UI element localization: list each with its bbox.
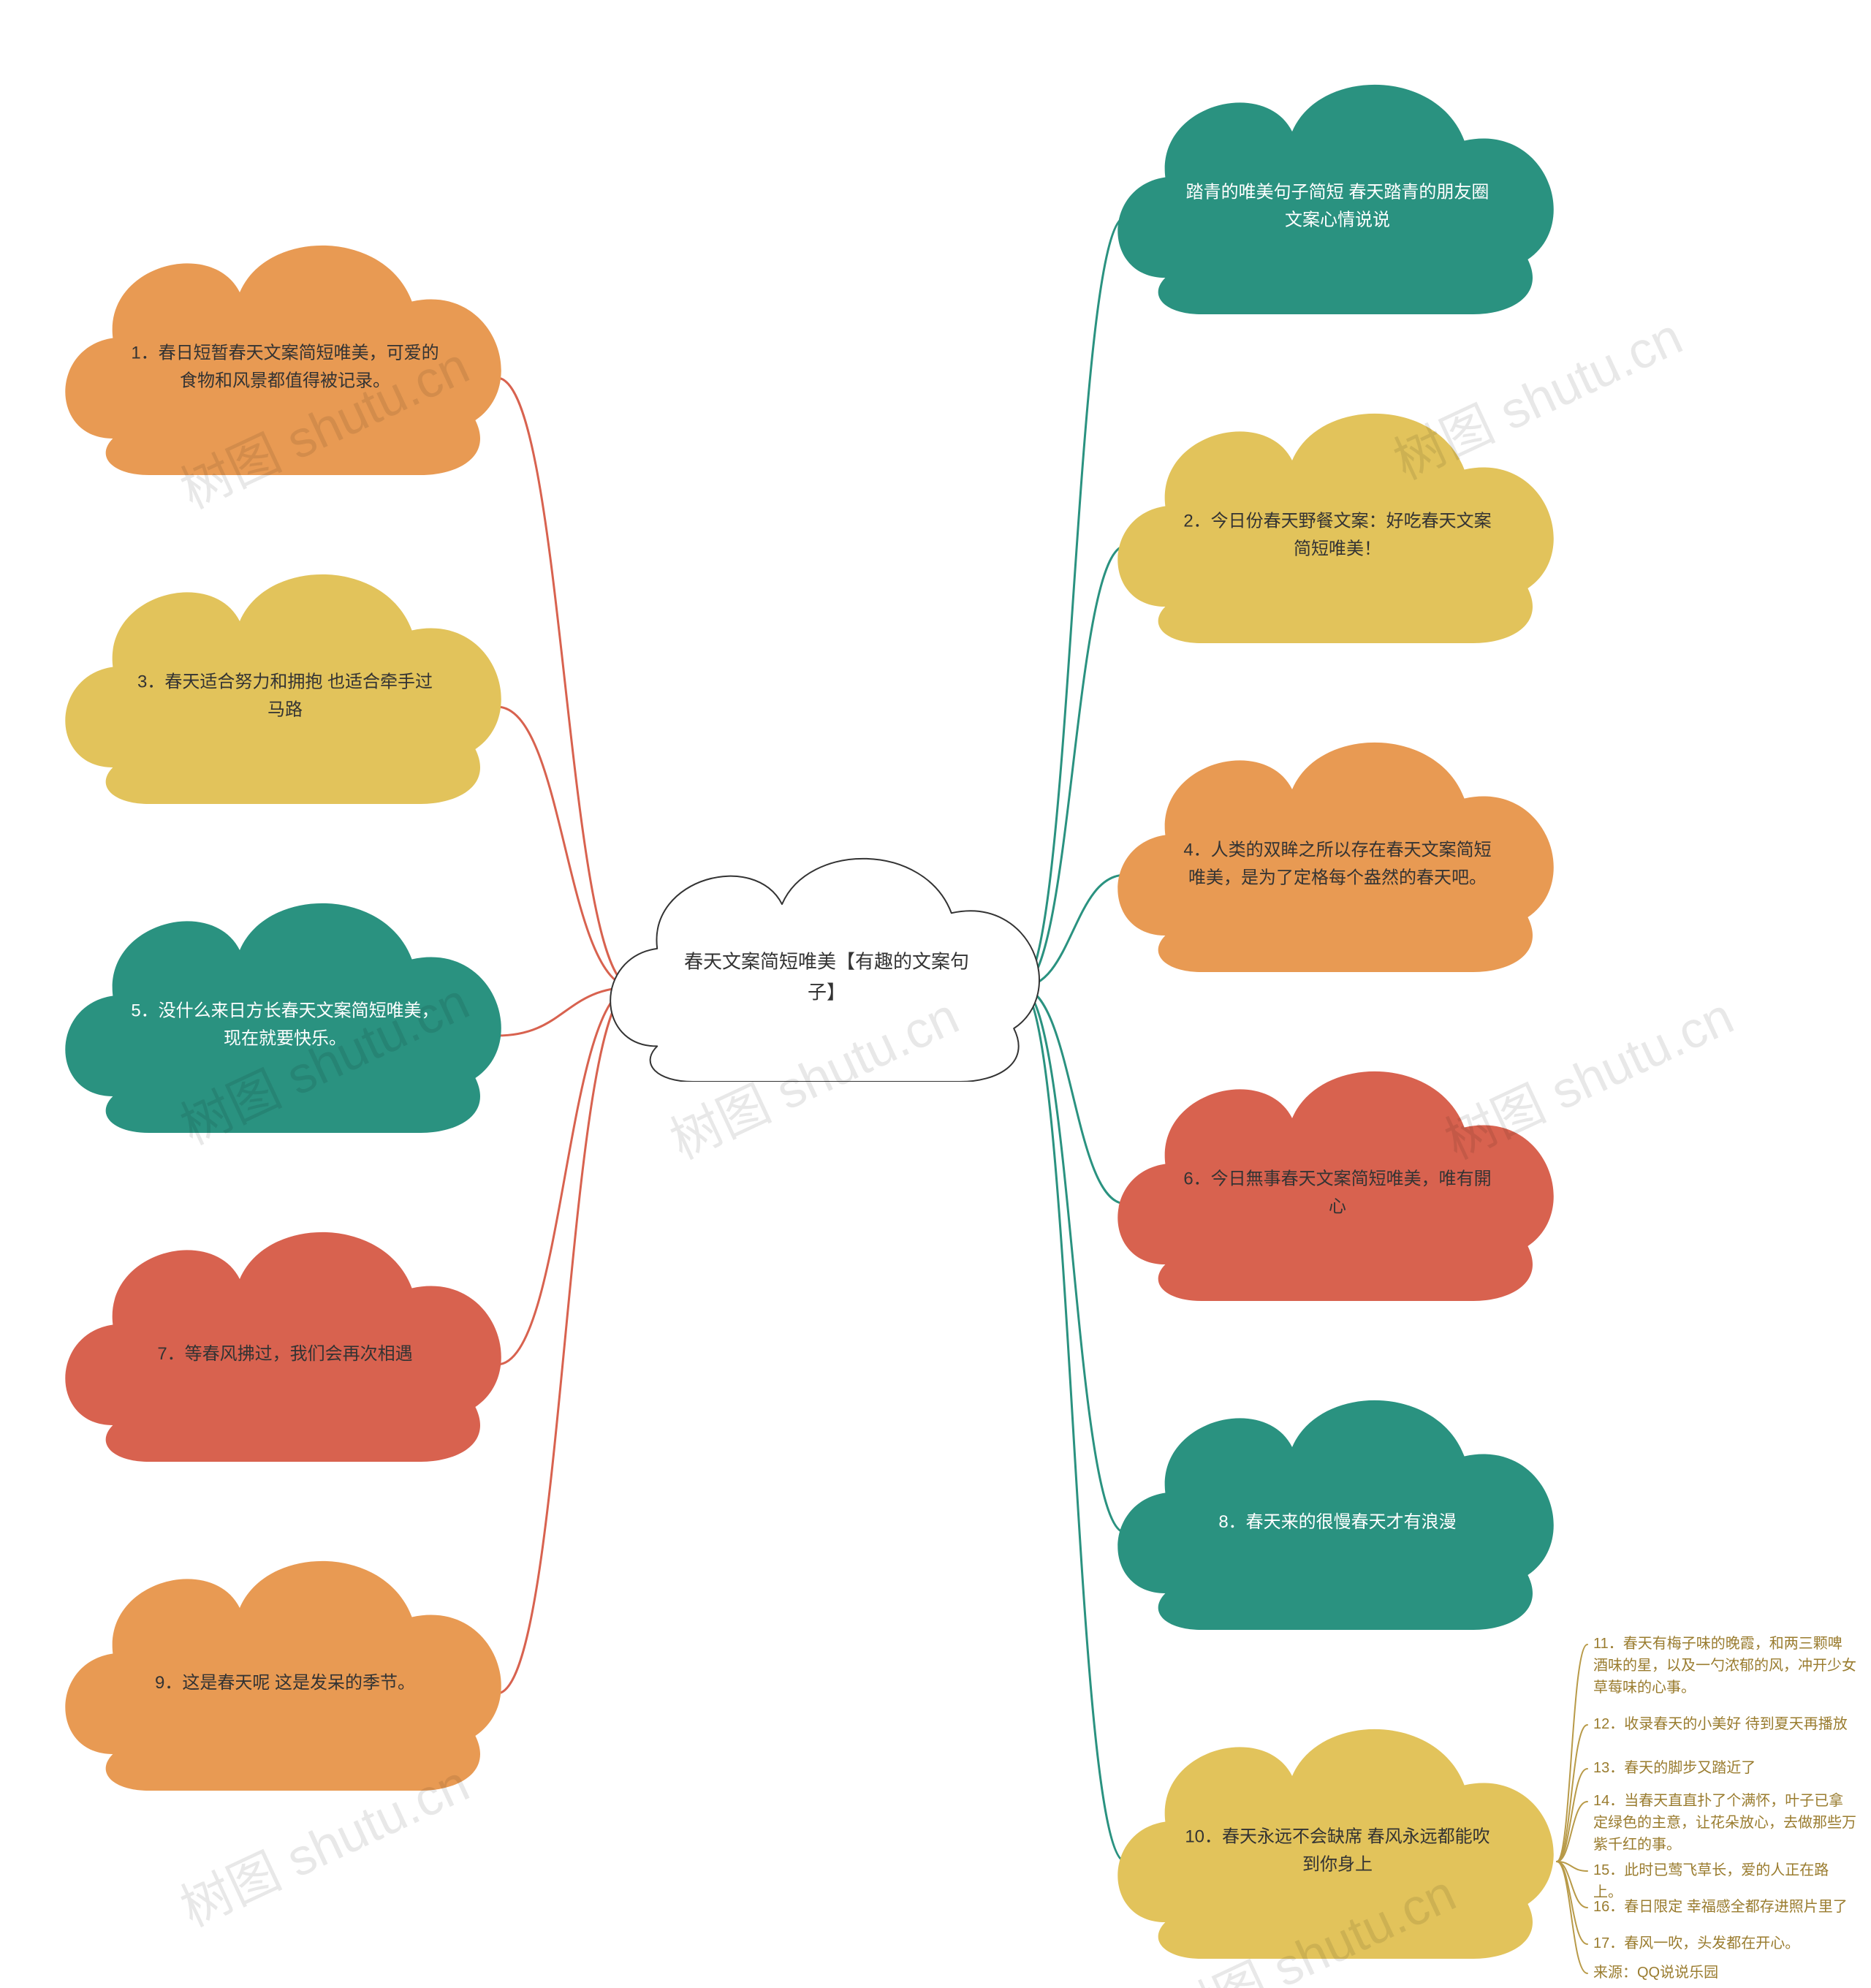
- cloud-label: 8．春天来的很慢春天才有浪漫: [1183, 1509, 1492, 1536]
- cloud-node-center: 春天文案简短唯美【有趣的文案句子】: [604, 833, 1050, 1082]
- cloud-label: 1．春日短暂春天文案简短唯美，可爱的食物和风景都值得被记录。: [131, 340, 439, 396]
- cloud-label: 踏青的唯美句子简短 春天踏青的朋友圈文案心情说说: [1183, 179, 1492, 235]
- cloud-node-right-5: 10．春天永远不会缺席 春风永远都能吹到你身上: [1111, 1703, 1564, 1959]
- cloud-node-right-4: 8．春天来的很慢春天才有浪漫: [1111, 1374, 1564, 1630]
- cloud-label: 2．今日份春天野餐文案：好吃春天文案简短唯美！: [1183, 508, 1492, 564]
- cloud-node-right-3: 6．今日無事春天文案简短唯美，唯有開心: [1111, 1045, 1564, 1301]
- sub-item-1: 12．收录春天的小美好 待到夏天再播放: [1593, 1713, 1856, 1735]
- sub-item-5: 16．春日限定 幸福感全都存进照片里了: [1593, 1896, 1856, 1918]
- cloud-label: 4．人类的双眸之所以存在春天文案简短唯美，是为了定格每个盎然的春天吧。: [1183, 837, 1492, 893]
- cloud-label: 春天文案简短唯美【有趣的文案句子】: [675, 947, 979, 1008]
- cloud-label: 3．春天适合努力和拥抱 也适合牵手过马路: [131, 669, 439, 725]
- sub-item-3: 14．当春天直直扑了个满怀，叶子已拿定绿色的主意，让花朵放心，去做那些万紫千红的…: [1593, 1790, 1856, 1856]
- cloud-node-right-1: 2．今日份春天野餐文案：好吃春天文案简短唯美！: [1111, 387, 1564, 643]
- sub-item-0: 11．春天有梅子味的晚霞，和两三颗啤酒味的星，以及一勺浓郁的风，冲开少女草莓味的…: [1593, 1633, 1856, 1699]
- cloud-node-left-2: 5．没什么来日方长春天文案简短唯美，现在就要快乐。: [58, 877, 512, 1133]
- cloud-node-left-1: 3．春天适合努力和拥抱 也适合牵手过马路: [58, 548, 512, 804]
- cloud-label: 6．今日無事春天文案简短唯美，唯有開心: [1183, 1166, 1492, 1222]
- sub-item-6: 17．春风一吹，头发都在开心。: [1593, 1932, 1856, 1954]
- cloud-node-left-4: 9．这是春天呢 这是发呆的季节。: [58, 1535, 512, 1791]
- mindmap-canvas: 春天文案简短唯美【有趣的文案句子】 1．春日短暂春天文案简短唯美，可爱的食物和风景…: [0, 0, 1871, 1988]
- cloud-label: 10．春天永远不会缺席 春风永远都能吹到你身上: [1183, 1824, 1492, 1880]
- cloud-label: 5．没什么来日方长春天文案简短唯美，现在就要快乐。: [131, 998, 439, 1054]
- cloud-node-right-2: 4．人类的双眸之所以存在春天文案简短唯美，是为了定格每个盎然的春天吧。: [1111, 716, 1564, 972]
- cloud-label: 7．等春风拂过，我们会再次相遇: [131, 1340, 439, 1368]
- cloud-node-left-0: 1．春日短暂春天文案简短唯美，可爱的食物和风景都值得被记录。: [58, 219, 512, 475]
- sub-item-2: 13．春天的脚步又踏近了: [1593, 1757, 1856, 1779]
- cloud-node-right-0: 踏青的唯美句子简短 春天踏青的朋友圈文案心情说说: [1111, 58, 1564, 314]
- cloud-node-left-3: 7．等春风拂过，我们会再次相遇: [58, 1206, 512, 1462]
- cloud-label: 9．这是春天呢 这是发呆的季节。: [131, 1669, 439, 1697]
- sub-item-7: 来源：QQ说说乐园: [1593, 1962, 1856, 1984]
